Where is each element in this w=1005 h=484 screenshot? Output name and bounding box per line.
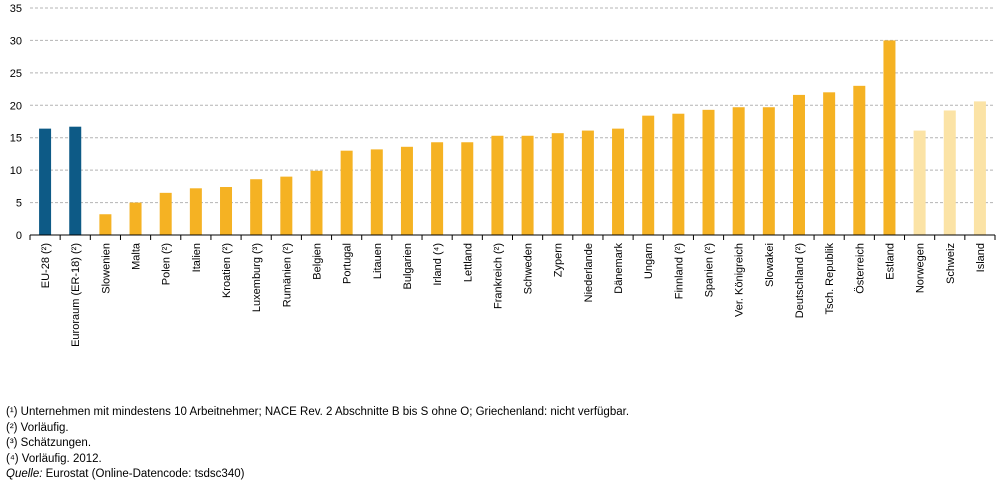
bar: [189, 188, 202, 235]
source-label: Quelle:: [6, 468, 43, 481]
bars: [39, 40, 986, 235]
bar: [581, 130, 594, 235]
x-tick-label: Polen (²): [161, 243, 173, 285]
bar: [823, 92, 836, 235]
x-tick-label: Litauen: [372, 243, 384, 279]
bar-chart: 0 5 10 15 20 25 30 35 EU-28 (²) Euroraum (ER-18)…: [10, 3, 996, 347]
source-line: Quelle: Eurostat (Online-Datencode: tsds…: [6, 467, 629, 483]
x-tick-label: Slowakei: [764, 243, 776, 287]
y-tick-label: 20: [10, 100, 22, 112]
source-text: Eurostat (Online-Datencode: tsdsc340): [45, 468, 245, 481]
x-tick-label: Euroraum (ER-18) (²): [70, 243, 82, 347]
bar: [310, 170, 323, 235]
bar: [491, 135, 504, 235]
bar: [913, 130, 926, 235]
y-tick-label: 5: [16, 198, 22, 210]
bar: [853, 85, 866, 235]
x-axis: EU-28 (²) Euroraum (ER-18) (²) Slowenien Ma…: [29, 234, 996, 347]
bar: [762, 107, 775, 235]
bar: [943, 110, 956, 235]
bar: [99, 214, 112, 235]
footnote-4: (⁴) Vorläufig. 2012.: [6, 452, 102, 465]
bar: [69, 126, 82, 235]
bar: [159, 192, 172, 235]
x-tick-label: Irland (⁴): [432, 243, 444, 286]
bar: [642, 115, 655, 235]
x-tick-label: Schweiz: [945, 243, 957, 284]
footnote-3: (³) Schätzungen.: [6, 437, 92, 450]
bar: [792, 94, 805, 235]
x-tick-label: Norwegen: [915, 243, 927, 293]
x-tick-label: EU-28 (²): [40, 243, 52, 288]
bar: [702, 109, 715, 235]
bar: [370, 149, 383, 235]
bar: [461, 142, 474, 235]
x-tick-label: Ungarn: [643, 243, 655, 279]
x-tick-label: Rumänien (²): [281, 243, 293, 307]
y-axis: 0 5 10 15 20 25 30 35: [10, 3, 22, 242]
footnotes: (¹) Unternehmen mit mindestens 10 Arbeit…: [6, 405, 629, 483]
y-tick-label: 35: [10, 3, 22, 15]
y-tick-label: 0: [16, 230, 22, 242]
x-tick-label: Luxemburg (³): [251, 243, 263, 312]
bar: [280, 176, 293, 235]
x-tick-label: Belgien: [311, 243, 323, 280]
x-tick-label: Deutschland (²): [794, 243, 806, 318]
x-tick-label: Slowenien: [100, 243, 112, 294]
bar: [220, 187, 233, 235]
y-tick-label: 30: [10, 35, 22, 47]
x-tick-label: Estland: [884, 243, 896, 280]
x-tick-label: Schweden: [523, 243, 535, 294]
footnote-2: (²) Vorläufig.: [6, 421, 69, 434]
bar: [431, 142, 444, 235]
x-tick-label: Frankreich (²): [492, 243, 504, 309]
bar: [883, 40, 896, 235]
x-tick-label: Kroatien (²): [221, 243, 233, 298]
x-tick-label: Finnland (²): [673, 243, 685, 299]
x-tick-label: Spanien (²): [704, 243, 716, 297]
bar: [551, 133, 564, 235]
bar: [521, 135, 534, 235]
gridlines: [30, 7, 995, 204]
x-tick-label: Österreich: [854, 243, 866, 294]
bar: [129, 202, 142, 235]
x-tick-label: Ver. Königreich: [734, 243, 746, 317]
x-tick-label: Niederlande: [583, 243, 595, 302]
bar: [250, 179, 263, 235]
x-tick-label: Zypern: [553, 243, 565, 277]
y-tick-label: 25: [10, 68, 22, 80]
bar: [340, 150, 353, 235]
bar: [612, 128, 625, 235]
x-tick-label: Italien: [191, 243, 203, 272]
bar: [973, 101, 986, 235]
x-tick-label: Portugal: [342, 243, 354, 284]
x-tick-label: Dänemark: [613, 243, 625, 294]
bar: [400, 146, 413, 235]
y-tick-label: 15: [10, 133, 22, 145]
bar: [672, 113, 685, 235]
x-tick-label: Island: [975, 243, 987, 272]
x-tick-label: Malta: [131, 242, 143, 270]
bar: [732, 107, 745, 235]
y-tick-label: 10: [10, 165, 22, 177]
x-tick-label: Lettland: [462, 243, 474, 282]
bar: [39, 128, 52, 235]
footnote-1: (¹) Unternehmen mit mindestens 10 Arbeit…: [6, 406, 630, 418]
x-tick-label: Bulgarien: [402, 243, 414, 289]
x-tick-label: Tsch. Republik: [824, 243, 836, 315]
